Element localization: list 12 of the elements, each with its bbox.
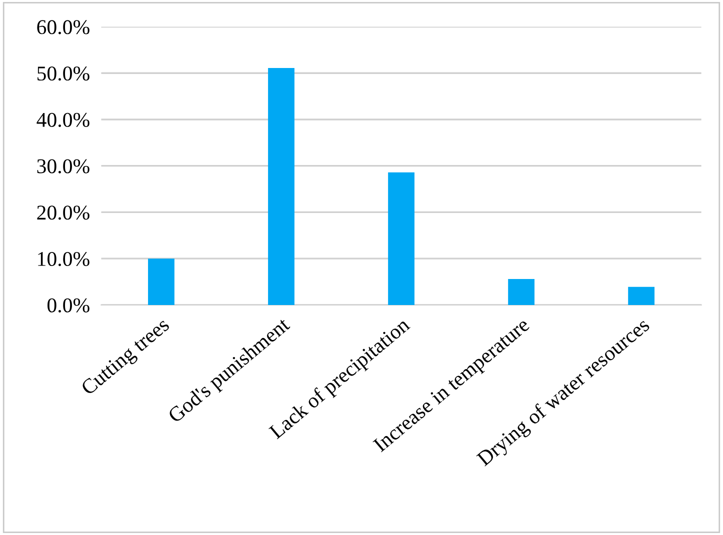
y-tick-label: 0.0% [48,298,90,312]
bar [508,278,534,305]
bar [148,258,174,305]
y-tick-label: 20.0% [37,206,90,220]
bar [268,68,294,305]
y-tick-label: 30.0% [37,159,90,174]
bar [388,172,414,305]
bar [628,286,655,305]
y-tick-label: 40.0% [36,112,90,128]
y-tick-label: 50.0% [38,66,90,81]
y-tick-label: 10.0% [38,252,90,266]
y-tick-label: 60.0% [37,20,90,34]
